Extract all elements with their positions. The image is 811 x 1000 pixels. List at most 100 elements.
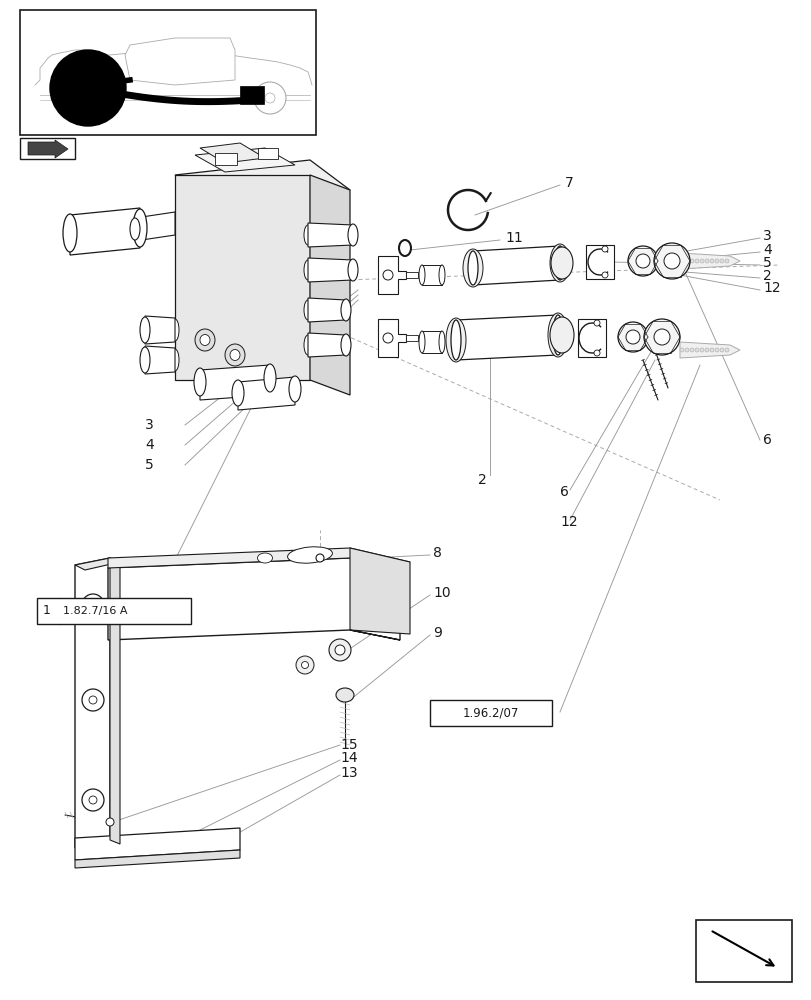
Polygon shape	[75, 828, 240, 860]
Circle shape	[694, 259, 698, 263]
Text: 6: 6	[762, 433, 771, 447]
Bar	[20, 10, 315, 135]
Text: 2: 2	[762, 269, 770, 283]
Polygon shape	[422, 331, 441, 353]
Circle shape	[82, 82, 94, 94]
Ellipse shape	[296, 656, 314, 674]
Ellipse shape	[439, 265, 444, 285]
Text: 3: 3	[762, 229, 770, 243]
Circle shape	[50, 50, 126, 126]
Circle shape	[594, 320, 599, 326]
Circle shape	[709, 259, 713, 263]
Text: 9: 9	[432, 626, 441, 640]
Polygon shape	[238, 377, 294, 410]
Circle shape	[635, 254, 649, 268]
Ellipse shape	[303, 225, 311, 245]
Polygon shape	[307, 258, 353, 282]
Text: 8: 8	[432, 546, 441, 560]
Ellipse shape	[551, 247, 573, 279]
Text: 6: 6	[560, 485, 569, 499]
Circle shape	[689, 259, 693, 263]
Circle shape	[82, 789, 104, 811]
Text: 15: 15	[340, 738, 357, 752]
Circle shape	[106, 818, 114, 826]
Ellipse shape	[225, 344, 245, 366]
Polygon shape	[200, 143, 264, 163]
Circle shape	[704, 259, 708, 263]
Circle shape	[383, 270, 393, 280]
Circle shape	[601, 246, 607, 252]
Circle shape	[89, 696, 97, 704]
Ellipse shape	[341, 299, 350, 321]
Polygon shape	[75, 850, 240, 868]
Bar	[406, 272, 418, 278]
Polygon shape	[109, 558, 120, 844]
Ellipse shape	[133, 209, 147, 247]
Ellipse shape	[445, 318, 466, 362]
Circle shape	[643, 319, 679, 355]
Bar	[258, 148, 277, 159]
Ellipse shape	[264, 364, 276, 392]
Polygon shape	[175, 160, 350, 205]
Ellipse shape	[194, 368, 206, 396]
Bar	[215, 153, 237, 165]
Ellipse shape	[439, 331, 444, 353]
Polygon shape	[108, 558, 400, 640]
Circle shape	[627, 246, 657, 276]
Polygon shape	[28, 140, 68, 158]
Polygon shape	[145, 316, 175, 344]
Polygon shape	[70, 208, 139, 255]
Ellipse shape	[336, 688, 354, 702]
Circle shape	[89, 796, 97, 804]
Ellipse shape	[171, 349, 178, 371]
Polygon shape	[378, 319, 406, 357]
Polygon shape	[125, 38, 234, 85]
Circle shape	[679, 259, 683, 263]
Circle shape	[653, 329, 669, 345]
Circle shape	[724, 348, 728, 352]
Ellipse shape	[549, 317, 573, 353]
Polygon shape	[679, 253, 739, 269]
Circle shape	[617, 322, 647, 352]
Circle shape	[82, 594, 104, 616]
Circle shape	[264, 93, 275, 103]
Polygon shape	[679, 342, 739, 358]
Ellipse shape	[554, 246, 564, 280]
Circle shape	[684, 259, 689, 263]
Ellipse shape	[348, 259, 358, 281]
Text: 1: 1	[43, 604, 51, 617]
Polygon shape	[577, 319, 605, 357]
Ellipse shape	[549, 244, 569, 282]
Polygon shape	[200, 365, 270, 400]
Circle shape	[653, 243, 689, 279]
Text: 1.82.7/16 A: 1.82.7/16 A	[63, 606, 127, 616]
Circle shape	[719, 348, 723, 352]
Polygon shape	[75, 558, 109, 848]
Circle shape	[709, 348, 713, 352]
Circle shape	[714, 259, 718, 263]
Polygon shape	[145, 346, 175, 374]
Bar	[240, 86, 264, 104]
Polygon shape	[135, 212, 175, 241]
Ellipse shape	[232, 380, 243, 406]
Circle shape	[383, 333, 393, 343]
Ellipse shape	[63, 214, 77, 252]
Ellipse shape	[450, 320, 461, 360]
Ellipse shape	[303, 300, 311, 320]
FancyBboxPatch shape	[430, 700, 551, 726]
Ellipse shape	[171, 319, 178, 341]
Ellipse shape	[139, 347, 150, 373]
Circle shape	[89, 601, 97, 609]
Polygon shape	[473, 246, 560, 285]
Ellipse shape	[230, 350, 240, 360]
Circle shape	[704, 348, 708, 352]
Circle shape	[594, 350, 599, 356]
Polygon shape	[75, 558, 120, 570]
Polygon shape	[378, 256, 406, 294]
Polygon shape	[195, 148, 294, 172]
Text: 1.96.2/07: 1.96.2/07	[462, 706, 518, 720]
Circle shape	[315, 554, 324, 562]
Circle shape	[679, 348, 683, 352]
Text: 4: 4	[145, 438, 153, 452]
Ellipse shape	[467, 251, 478, 285]
